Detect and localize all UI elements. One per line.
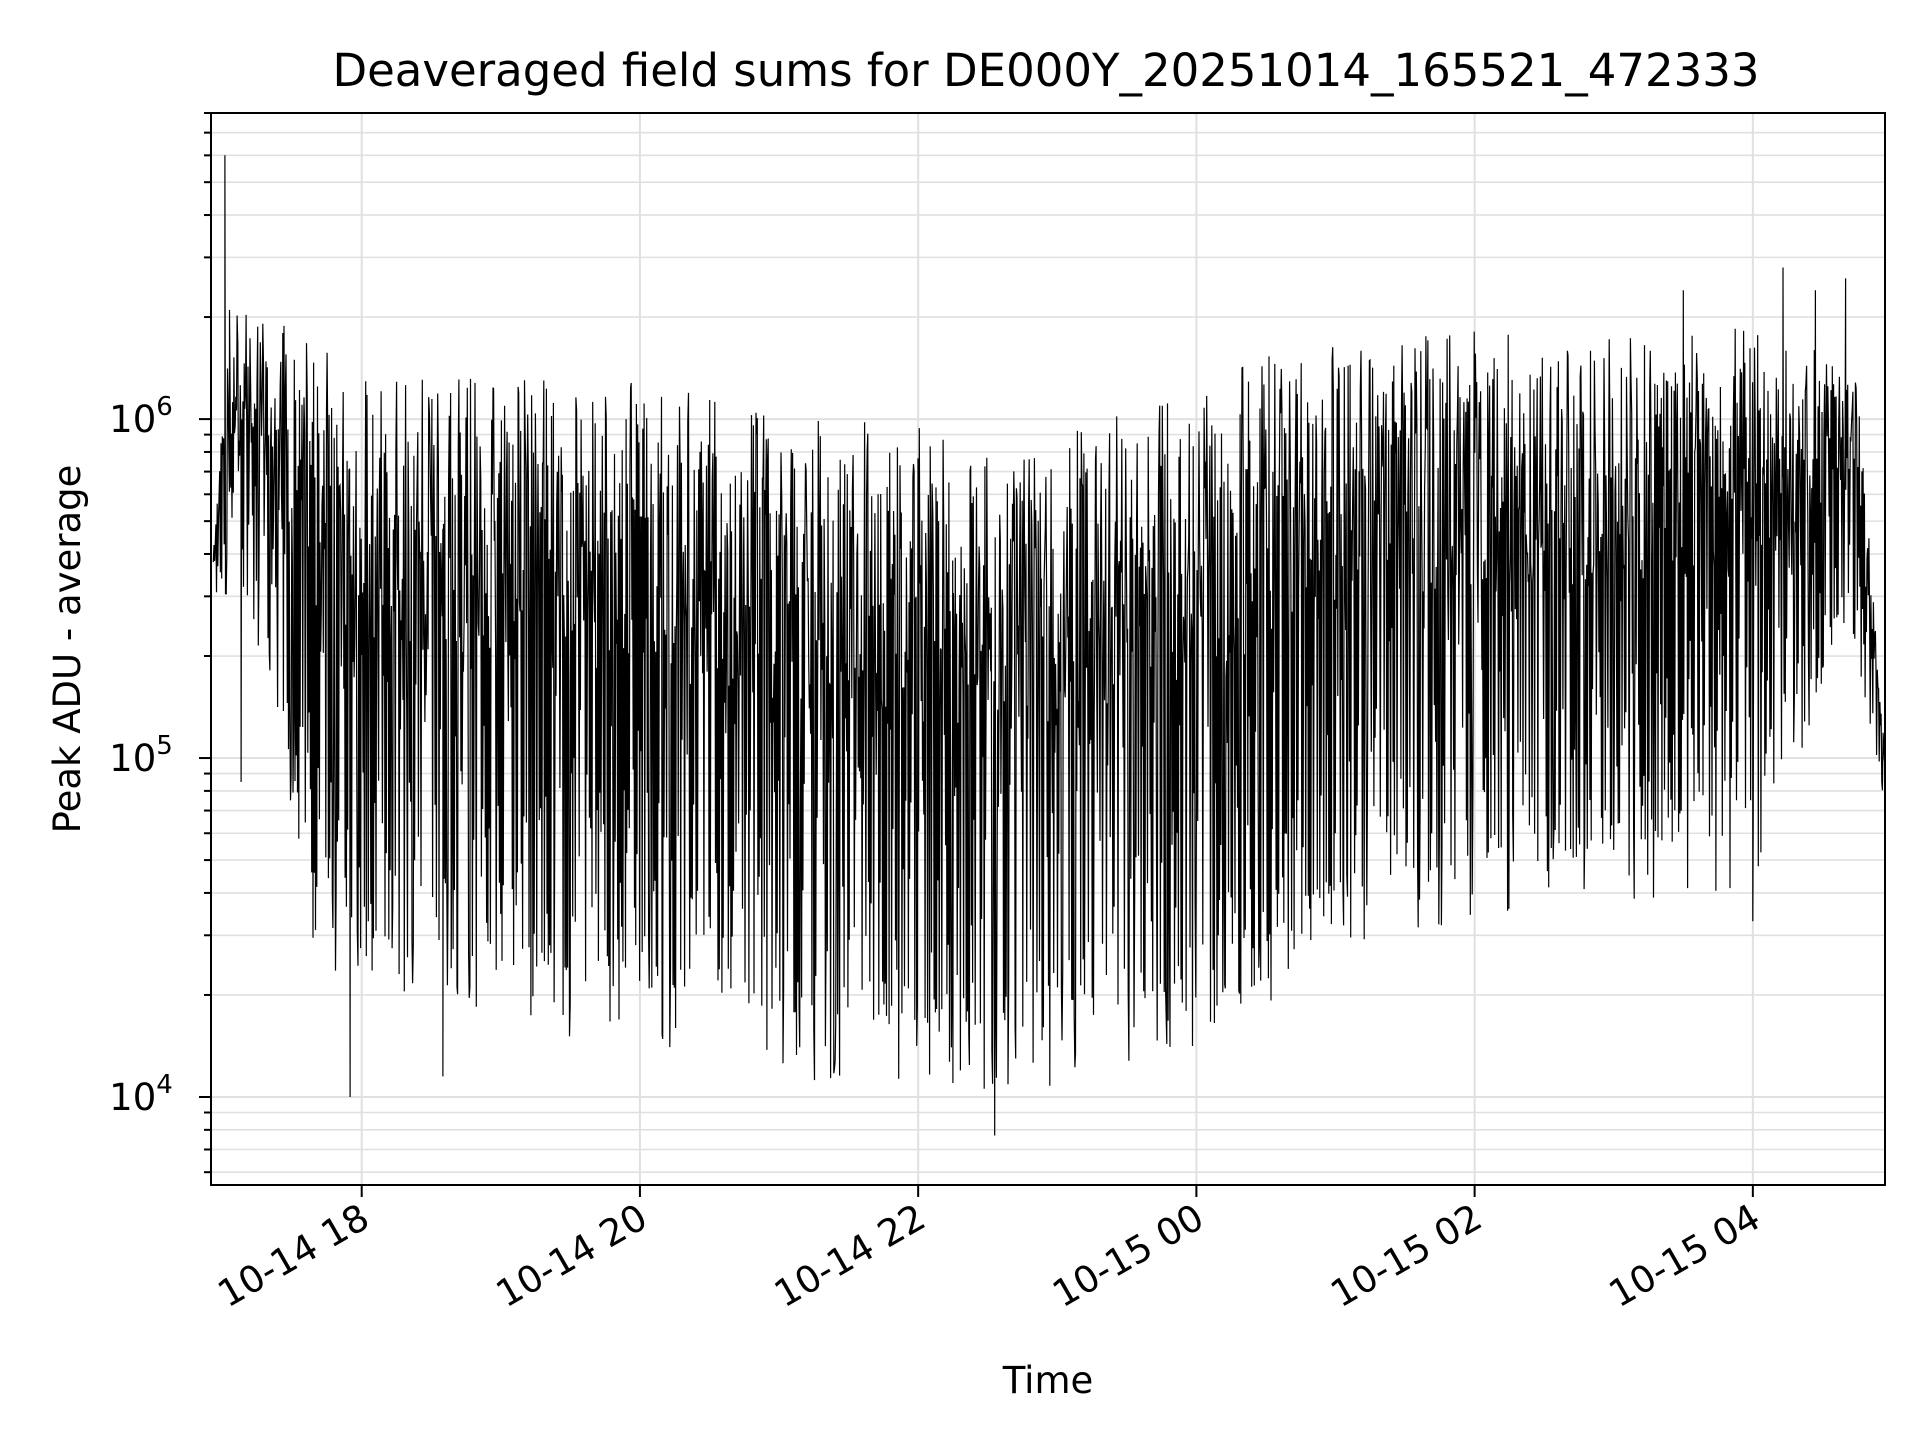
x-axis-label: Time <box>1002 1359 1094 1402</box>
plot-frame <box>210 112 1886 1186</box>
series-line <box>212 155 1886 1136</box>
axes <box>210 112 1886 1186</box>
y-tick-label: 106 <box>109 392 173 441</box>
data-series <box>212 155 1886 1136</box>
y-axis-ticks: 104 105 106 <box>109 112 211 1174</box>
chart-title: Deaveraged field sums for DE000Y_2025101… <box>332 44 1759 97</box>
y-tick-label: 104 <box>109 1070 173 1119</box>
y-tick-label: 105 <box>109 731 173 780</box>
y-axis-label: Peak ADU - average <box>46 465 89 834</box>
